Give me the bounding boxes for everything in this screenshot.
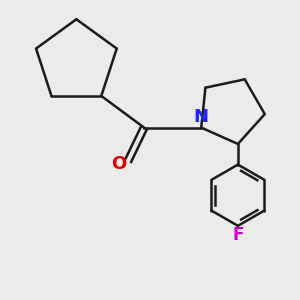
Text: O: O	[111, 154, 126, 172]
Text: N: N	[194, 108, 209, 126]
Text: F: F	[232, 226, 244, 244]
